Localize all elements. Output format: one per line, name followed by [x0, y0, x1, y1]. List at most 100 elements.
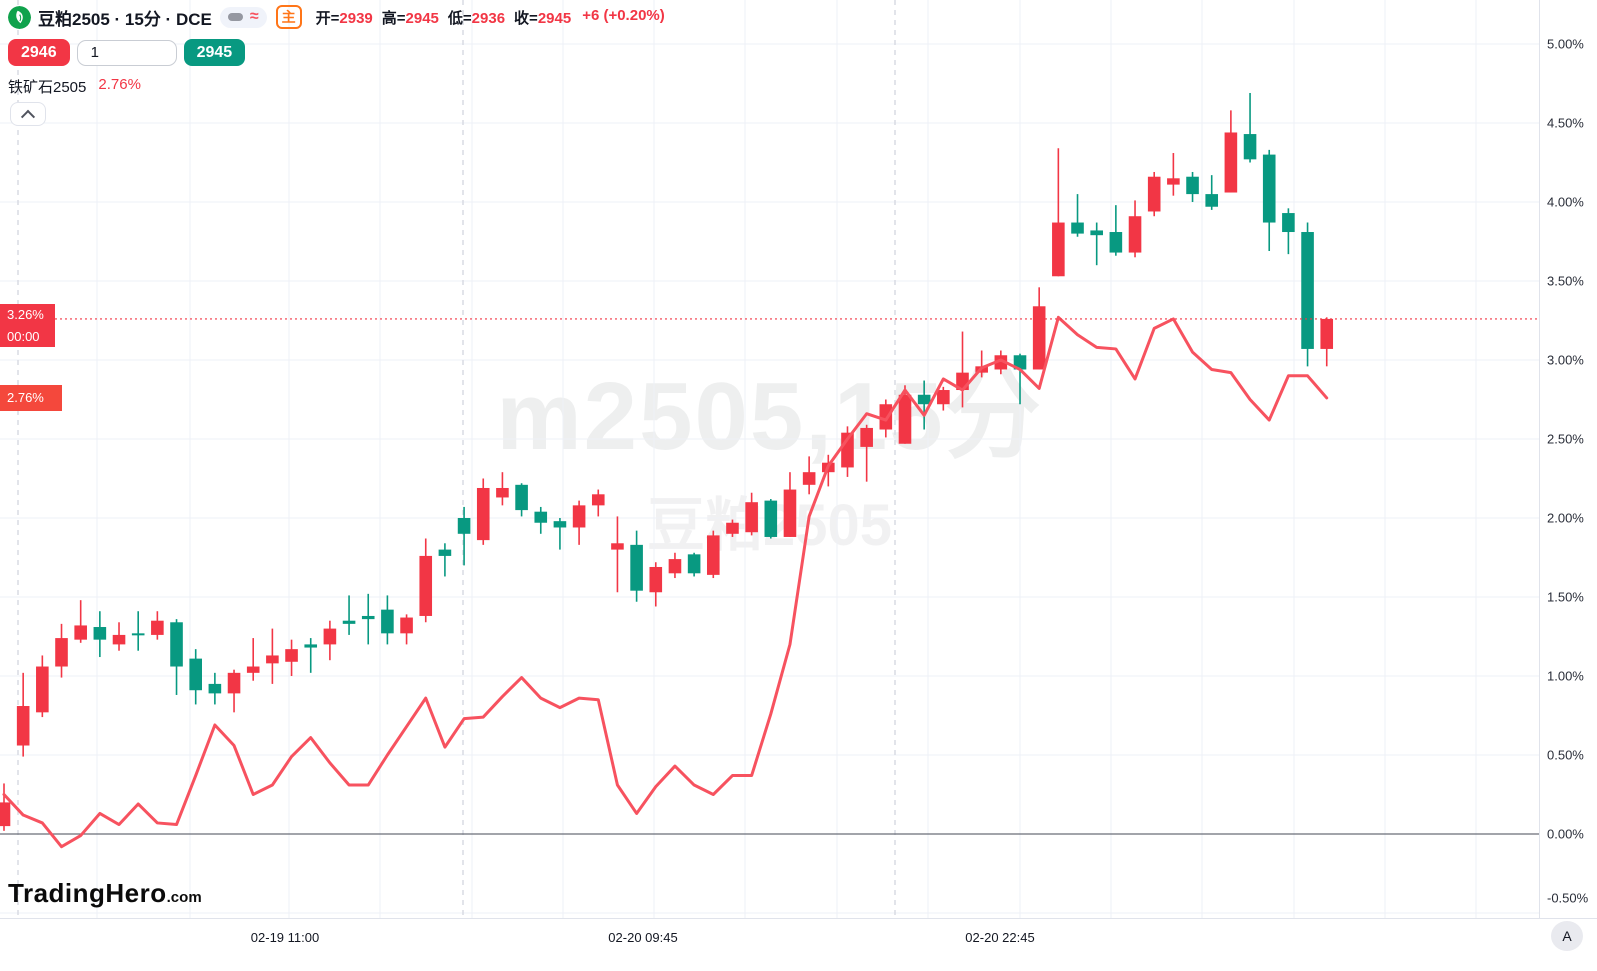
chart-header: 豆粕2505 · 15分 · DCE ≈ 主 开=2939 高=2945 低=2…: [8, 5, 665, 29]
candle-body: [1243, 134, 1257, 160]
candle-body: [898, 394, 912, 444]
price-axis-label: 3.50%: [1547, 273, 1584, 289]
candle-body: [1052, 222, 1065, 277]
current-price-badge: 3.26% 00:00: [0, 304, 55, 347]
candle-body: [611, 543, 624, 550]
candle-body: [860, 427, 873, 447]
candle-body: [1320, 318, 1334, 349]
candle-body: [1013, 355, 1027, 370]
brand-tld: .com: [166, 889, 202, 906]
candle-body: [131, 633, 145, 636]
candle-body: [649, 566, 663, 593]
symbol-title[interactable]: 豆粕2505 · 15分 · DCE: [38, 9, 212, 29]
candle-body: [1282, 213, 1295, 233]
candle-body: [438, 549, 452, 556]
high-value: 2945: [405, 9, 439, 27]
price-axis-label: 4.00%: [1547, 194, 1584, 210]
candle-body: [74, 625, 87, 640]
candle-body: [687, 554, 701, 574]
candle-body: [93, 627, 107, 640]
approx-icon: ≈: [249, 8, 259, 25]
candle-body: [112, 634, 126, 645]
candle-body: [36, 666, 49, 713]
price-axis-label: 3.00%: [1547, 352, 1584, 368]
time-axis-label: 02-19 11:00: [250, 930, 320, 945]
ohlc-readout: 开=2939 高=2945 低=2936 收=2945 +6 (+0.20%): [316, 7, 665, 28]
close-label: 收=: [514, 9, 538, 27]
change-value: +6 (+0.20%): [582, 6, 665, 24]
candle-body: [668, 559, 682, 574]
quantity-input[interactable]: [76, 39, 177, 66]
candle-body: [361, 615, 375, 620]
candle-body: [1205, 194, 1219, 207]
candle-body: [1186, 176, 1199, 195]
brand-name: TradingHero: [8, 878, 167, 908]
candle-body: [879, 404, 893, 430]
time-axis[interactable]: 02-19 11:00 02-20 09:45 02-20 22:45: [0, 918, 1597, 971]
candle-body: [342, 620, 356, 624]
candle-body: [1262, 154, 1276, 223]
price-axis-label: 2.50%: [1547, 431, 1584, 447]
axis-settings-button[interactable]: A: [1551, 921, 1583, 951]
candle-body: [227, 672, 241, 694]
candle-body: [55, 638, 68, 667]
candle-body: [1128, 216, 1142, 253]
candle-body: [1167, 178, 1180, 185]
candle-body: [381, 609, 394, 634]
candle-body: [553, 521, 567, 528]
low-label: 低=: [447, 9, 472, 27]
candle-body: [917, 394, 931, 405]
candle-body: [706, 535, 720, 575]
open-value: 2939: [339, 9, 373, 27]
collapse-panel-button[interactable]: [10, 102, 46, 126]
price-axis[interactable]: 5.00% 4.50% 4.00% 3.50% 3.00% 2.50% 2.00% 1.50%…: [1539, 0, 1597, 918]
candle-body: [764, 500, 778, 537]
bar-countdown: 00:00: [7, 328, 40, 344]
brand-logo: TradingHero .com: [8, 878, 202, 909]
quick-order-panel: 2946 2945: [8, 39, 246, 66]
buy-button[interactable]: 2945: [183, 39, 246, 66]
price-chart-canvas[interactable]: [0, 0, 1539, 918]
price-axis-label: 4.50%: [1547, 115, 1584, 131]
price-axis-label: 0.00%: [1547, 826, 1584, 842]
candle-body: [323, 628, 337, 645]
tradinghero-logo-icon[interactable]: [8, 5, 31, 29]
main-contract-button[interactable]: 主: [275, 5, 302, 29]
open-label: 开=: [315, 9, 340, 27]
overlay-legend[interactable]: 铁矿石2505 2.76%: [8, 76, 141, 97]
high-label: 高=: [381, 9, 406, 27]
overlay-line-series: [2, 315, 1329, 849]
candle-body: [1109, 232, 1123, 253]
candle-body: [16, 706, 30, 746]
chevron-up-icon: [20, 109, 36, 124]
candle-body: [304, 644, 318, 648]
overlay-price-badge: 2.76%: [0, 385, 62, 411]
candle-body: [189, 658, 202, 691]
price-axis-label: 1.00%: [1547, 668, 1584, 684]
candle-body: [457, 518, 471, 534]
candle-body: [246, 666, 260, 673]
price-axis-label: 2.00%: [1547, 510, 1584, 526]
price-axis-label: -0.50%: [1547, 890, 1589, 906]
candle-body: [1032, 306, 1046, 370]
candle-body: [400, 617, 413, 634]
sell-button[interactable]: 2946: [8, 39, 70, 66]
candle-body: [1147, 176, 1161, 212]
candle-body: [745, 502, 758, 533]
candle-body: [285, 649, 298, 662]
candle-body: [151, 620, 164, 635]
candle-body: [802, 472, 816, 485]
candle-body: [1090, 230, 1103, 236]
candle-body: [170, 622, 183, 667]
chart-tools-pill[interactable]: ≈: [219, 6, 267, 28]
candle-body: [496, 487, 509, 498]
price-axis-label: 1.50%: [1547, 589, 1584, 605]
capsule-icon: [227, 13, 243, 21]
candle-body: [1071, 222, 1084, 234]
candle-body: [515, 484, 528, 511]
time-axis-label: 02-20 22:45: [965, 930, 1035, 945]
candle-body: [534, 511, 548, 523]
time-axis-label: 02-20 09:45: [608, 930, 678, 945]
candle-body: [630, 544, 643, 591]
